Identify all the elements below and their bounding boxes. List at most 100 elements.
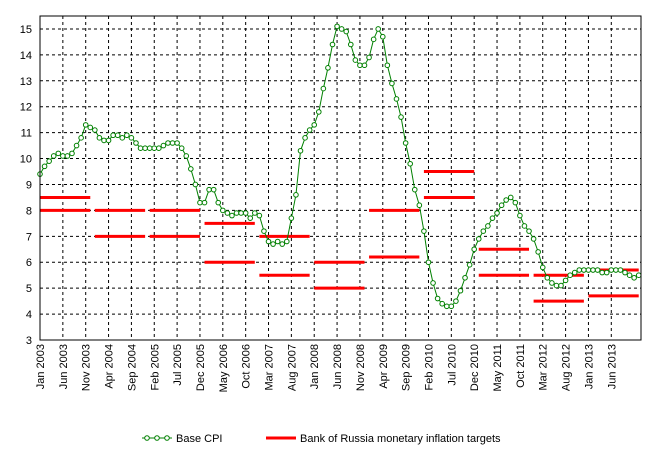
- y-tick-label: 9: [26, 179, 32, 191]
- plot-frame: [39, 15, 642, 341]
- x-tick-label: Jun 2013: [606, 344, 618, 389]
- base-cpi-point: [366, 54, 372, 61]
- legend-cpi-marker: [144, 435, 150, 441]
- base-cpi-point: [224, 210, 231, 216]
- x-tick-label: Mar 2007: [264, 344, 276, 390]
- base-cpi-point: [119, 135, 126, 141]
- base-cpi-point: [270, 241, 276, 247]
- x-tick-label: Dec 2005: [195, 344, 207, 391]
- y-tick-label: 14: [20, 50, 32, 62]
- y-tick-label: 12: [20, 102, 32, 114]
- y-tick-label: 15: [20, 24, 32, 36]
- base-cpi-point: [526, 228, 532, 234]
- x-tick-label: Jul 2005: [172, 344, 184, 386]
- base-cpi-point: [439, 300, 445, 307]
- base-cpi-point: [114, 132, 121, 139]
- x-tick-label: Sep 2004: [126, 344, 138, 391]
- base-cpi-point: [498, 202, 505, 209]
- base-cpi-point: [325, 65, 331, 71]
- base-cpi-point: [160, 142, 167, 149]
- y-tick-label: 5: [26, 283, 32, 295]
- base-cpi-point: [261, 228, 267, 234]
- base-cpi-point: [402, 140, 409, 146]
- base-cpi-point: [197, 199, 203, 206]
- base-cpi-point: [507, 194, 514, 201]
- y-tick-label: 6: [26, 257, 32, 269]
- base-cpi-point: [183, 153, 190, 159]
- base-cpi-point: [434, 295, 441, 302]
- base-cpi-point: [512, 199, 519, 206]
- base-cpi-point: [146, 145, 153, 151]
- base-cpi-point: [293, 192, 299, 198]
- base-cpi-point: [233, 210, 240, 216]
- base-cpi-point: [279, 241, 286, 247]
- base-cpi-point: [453, 298, 459, 304]
- base-cpi-point: [581, 267, 587, 273]
- base-cpi-point: [174, 140, 180, 146]
- base-cpi-point: [69, 150, 75, 157]
- base-cpi-point: [393, 96, 400, 102]
- base-cpi-point: [105, 137, 112, 144]
- base-cpi-point: [50, 153, 57, 159]
- base-cpi-point: [165, 140, 171, 146]
- x-tick-label: Jun 2008: [332, 344, 344, 389]
- base-cpi-point: [375, 26, 382, 32]
- base-cpi-point: [379, 33, 386, 40]
- base-cpi-point: [480, 228, 487, 234]
- y-tick-label: 8: [26, 205, 32, 217]
- base-cpi-point: [466, 262, 473, 268]
- base-cpi-point: [288, 215, 295, 221]
- base-cpi-point: [535, 249, 541, 255]
- y-tick-label: 4: [26, 309, 32, 321]
- base-cpi-point: [60, 153, 66, 159]
- legend-label-inflation-targets: Bank of Russia monetary inflation target…: [300, 433, 501, 445]
- base-cpi-point: [311, 122, 318, 128]
- base-cpi-point: [201, 199, 208, 206]
- base-cpi-point: [229, 212, 235, 219]
- base-cpi-point: [188, 166, 194, 172]
- base-cpi-point: [41, 163, 48, 170]
- y-tick-label: 13: [20, 76, 32, 88]
- y-tick-label: 7: [26, 231, 32, 243]
- base-cpi-point: [215, 199, 222, 206]
- base-cpi-point: [156, 145, 162, 151]
- base-cpi-point: [315, 109, 322, 115]
- base-cpi-point: [73, 142, 80, 149]
- x-tick-label: Mar 2012: [538, 344, 550, 390]
- base-cpi-point: [206, 186, 212, 193]
- base-cpi-point: [567, 272, 573, 279]
- x-tick-label: Apr 2009: [378, 344, 390, 389]
- x-tick-label: Oct 2006: [241, 344, 253, 389]
- base-cpi-point: [635, 272, 642, 279]
- base-cpi-point: [411, 186, 418, 193]
- base-cpi-point: [46, 158, 52, 164]
- base-cpi-point: [302, 135, 308, 141]
- x-tick-label: May 2006: [218, 344, 230, 392]
- base-cpi-point: [389, 80, 395, 87]
- y-tick-label: 10: [20, 154, 32, 166]
- base-cpi-point: [151, 145, 158, 151]
- base-cpi-point: [599, 269, 605, 276]
- x-tick-label: Jun 2003: [58, 344, 70, 389]
- base-cpi-point: [622, 269, 628, 276]
- base-cpi-point: [370, 36, 377, 43]
- base-cpi-point: [457, 287, 464, 294]
- base-cpi-point: [430, 280, 436, 286]
- base-cpi-point: [128, 135, 135, 141]
- base-cpi-point: [87, 124, 94, 131]
- base-cpi-point: [443, 303, 450, 310]
- x-tick-label: Nov 2008: [355, 344, 367, 391]
- base-cpi-point: [338, 26, 345, 32]
- base-cpi-point: [421, 228, 427, 234]
- base-cpi-point: [306, 127, 313, 133]
- base-cpi-point: [92, 127, 98, 133]
- x-tick-label: Oct 2011: [515, 344, 527, 388]
- x-tick-label: Dec 2010: [469, 344, 481, 391]
- y-tick-label: 3: [26, 335, 32, 347]
- base-cpi-point: [265, 238, 272, 245]
- x-tick-label: Feb 2010: [423, 344, 435, 390]
- base-cpi-point: [489, 215, 496, 221]
- base-cpi-point: [238, 210, 244, 216]
- base-cpi-point: [617, 267, 624, 273]
